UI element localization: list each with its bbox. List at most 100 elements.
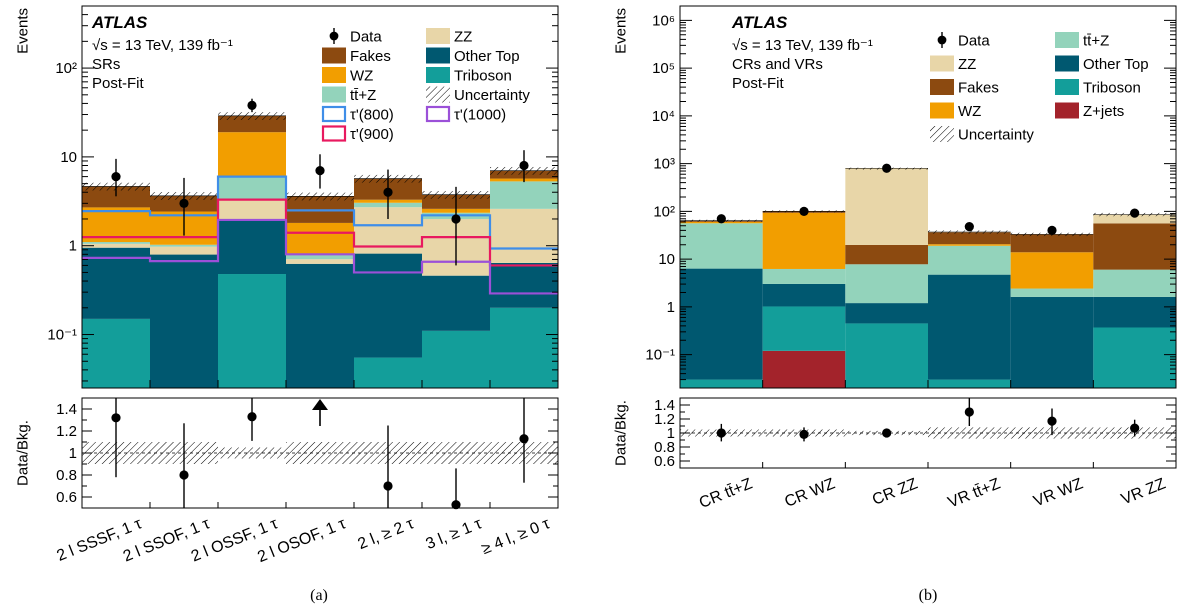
legend-swatch xyxy=(1055,32,1079,48)
data-point xyxy=(383,187,393,197)
bar-ttz xyxy=(1093,269,1176,297)
data-point xyxy=(179,198,189,208)
bar-ttz xyxy=(150,244,218,247)
ratio-y-tick-label: 1.4 xyxy=(654,397,675,414)
ratio-point xyxy=(111,413,121,423)
bar-ttz xyxy=(82,242,150,244)
bar-othertop xyxy=(762,283,846,307)
bar-triboson xyxy=(928,379,1011,388)
bar-othertop xyxy=(150,254,218,388)
legend-label: Fakes xyxy=(350,48,391,65)
x-category-label: VR tt̄+Z xyxy=(946,475,1003,511)
info-line: CRs and VRs xyxy=(732,56,823,73)
bar-ttz xyxy=(286,254,354,260)
bar-othertop xyxy=(218,220,286,275)
bar-othertop xyxy=(680,268,763,380)
legend-swatch xyxy=(322,86,346,103)
y-axis-label: Events xyxy=(612,8,629,54)
legend-label: tt̄+Z xyxy=(350,87,376,104)
bar-fakes xyxy=(82,186,150,208)
ratio-point xyxy=(519,434,529,444)
ratio-point xyxy=(451,500,461,510)
data-point xyxy=(1047,225,1057,235)
bar-fakes xyxy=(845,244,928,265)
info-line: Post-Fit xyxy=(92,75,145,92)
ratio-point xyxy=(799,429,809,439)
legend-label: Other Top xyxy=(454,48,520,65)
bar-ttz xyxy=(928,245,1011,275)
x-category-label: VR ZZ xyxy=(1119,475,1168,508)
legend-label: tt̄+Z xyxy=(1083,33,1109,50)
bar-zz xyxy=(845,168,928,245)
legend-swatch xyxy=(322,67,346,83)
data-point xyxy=(799,206,809,216)
x-category-label: VR WZ xyxy=(1031,475,1085,510)
ratio-point xyxy=(964,407,974,417)
bar-othertop xyxy=(354,253,422,358)
legend-label: Triboson xyxy=(1083,80,1141,97)
legend-label: τ'(900) xyxy=(350,126,394,143)
bar-fakes xyxy=(928,232,1011,245)
bar-triboson xyxy=(762,306,846,351)
signal-line-tau1000 xyxy=(82,218,558,295)
y-tick-label: 10⁻¹ xyxy=(47,327,77,344)
y-tick-label: 10 xyxy=(658,251,675,268)
x-category-label: CR WZ xyxy=(782,475,837,510)
y-axis-label: Events xyxy=(14,8,31,54)
main-frame xyxy=(81,5,559,389)
bar-othertop xyxy=(845,303,928,324)
info-line: √s = 13 TeV, 139 fb⁻¹ xyxy=(92,37,233,54)
data-point xyxy=(882,163,892,173)
info-line: SRs xyxy=(92,56,120,73)
bar-othertop xyxy=(286,263,354,388)
bar-ttz xyxy=(845,264,928,304)
bar-zz xyxy=(82,243,150,248)
legend-swatch xyxy=(1055,102,1079,119)
ratio-point xyxy=(1130,423,1140,433)
x-category-label: CR tt̄+Z xyxy=(697,475,755,512)
data-point xyxy=(964,221,974,232)
bar-triboson xyxy=(422,330,490,388)
ratio-y-tick-label: 1.2 xyxy=(56,423,77,440)
legend-swatch xyxy=(1055,79,1079,95)
y-tick-label: 10² xyxy=(653,203,675,220)
y-tick-label: 10⁵ xyxy=(652,60,675,77)
legend-label: Data xyxy=(350,29,382,46)
legend-swatch xyxy=(426,67,450,83)
legend-swatch xyxy=(321,105,347,123)
legend-swatch xyxy=(930,126,954,142)
data-point xyxy=(451,214,461,224)
signal-line-tau800 xyxy=(82,175,558,250)
experiment-label: ATLAS xyxy=(731,13,788,32)
ratio-y-tick-label: 1.2 xyxy=(654,411,675,428)
chart-panel-a: 10⁻¹ 1 10 10² Events ATLAS √s = 13 TeV, 139 fb… xyxy=(14,5,559,604)
bar-triboson xyxy=(218,274,286,388)
y-tick-label: 10⁶ xyxy=(652,12,675,29)
y-tick-label: 10 xyxy=(60,149,77,166)
legend-label: τ'(800) xyxy=(350,107,394,124)
bar-wz xyxy=(286,222,354,255)
bar-wz xyxy=(1010,252,1094,289)
bar-othertop xyxy=(490,262,558,308)
info-line: √s = 13 TeV, 139 fb⁻¹ xyxy=(732,37,873,54)
legend-swatch xyxy=(930,102,954,119)
legend-data-marker xyxy=(937,35,947,45)
legend-swatch xyxy=(426,86,450,103)
legend-label: WZ xyxy=(350,68,373,85)
legend-swatch xyxy=(930,79,954,95)
data-point xyxy=(111,171,121,182)
legend-label: Fakes xyxy=(958,80,999,97)
y-tick-label: 10² xyxy=(55,60,77,77)
legend-label: Other Top xyxy=(1083,56,1149,73)
legend-label: τ'(1000) xyxy=(454,107,506,124)
info-line: Post-Fit xyxy=(732,75,785,92)
bar-ttz xyxy=(490,181,558,209)
bar-zz xyxy=(490,208,558,263)
bar-othertop xyxy=(82,247,150,319)
data-point xyxy=(716,214,726,224)
legend-label: Z+jets xyxy=(1083,103,1124,120)
y-tick-label: 10³ xyxy=(653,156,675,173)
bar-triboson xyxy=(490,307,558,388)
panel-label: (a) xyxy=(310,587,328,604)
bar-fakes xyxy=(218,115,286,133)
